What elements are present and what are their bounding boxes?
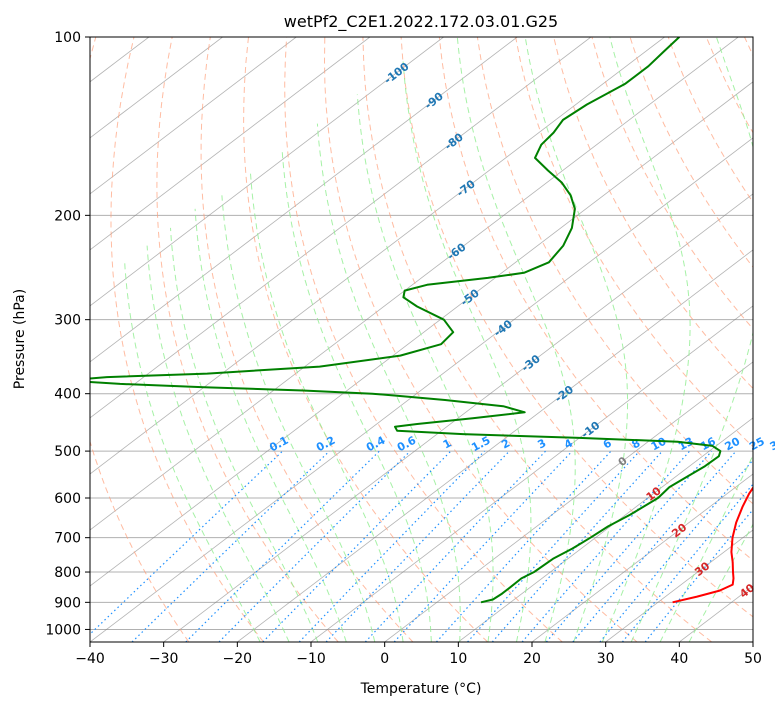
mixing-ratio-lines (90, 450, 753, 642)
x-tick-label: 50 (744, 651, 762, 667)
isotherm-line (90, 37, 592, 419)
mixing-ratio-label: 16 (698, 434, 718, 453)
isotherm-line (237, 249, 753, 642)
x-tick-label: −40 (75, 651, 105, 667)
isotherm-line (384, 361, 753, 642)
moist-adiabat (146, 245, 290, 642)
moist-adiabat (281, 149, 432, 642)
adiabat-lines (90, 37, 753, 642)
dry-adiabat (362, 37, 713, 642)
moist-adiabat (630, 37, 753, 642)
isotherm-line (90, 37, 739, 531)
isotherm-line (605, 529, 753, 642)
y-tick-label: 100 (54, 30, 81, 46)
mixing-ratio-label: 13 (676, 435, 696, 454)
moist-adiabat (456, 37, 576, 642)
mixing-ratio-line (131, 450, 330, 642)
y-tick-label: 600 (54, 491, 81, 507)
y-tick-label: 500 (54, 444, 81, 460)
dry-adiabat (90, 37, 190, 642)
y-tick-label: 900 (54, 595, 81, 611)
plot-grid (90, 37, 753, 642)
y-tick-label: 200 (54, 208, 81, 224)
x-tick-label: 0 (380, 651, 389, 667)
mixing-ratio-line (435, 450, 612, 642)
dry-adiabat (200, 37, 414, 642)
dry-adiabat (438, 37, 753, 562)
x-tick-label: 30 (597, 651, 615, 667)
moist-adiabat (194, 208, 347, 642)
isotherm-line (90, 37, 665, 475)
mixing-ratio-line (644, 508, 753, 642)
mixing-ratio-line (393, 450, 573, 642)
moist-adiabat (124, 262, 261, 642)
x-tick-label: −10 (296, 651, 326, 667)
mixing-ratio-label: 30 (768, 435, 775, 454)
mixing-ratio-label: 20 (723, 435, 743, 454)
mixing-ratio-line (491, 450, 663, 642)
moist-adiabat (316, 123, 461, 642)
mixing-ratio-line (298, 450, 486, 642)
moist-adiabat (170, 227, 319, 642)
isotherm-line (90, 37, 297, 195)
chart-title: wetPf2_C2E1.2022.172.03.01.G25 (284, 12, 558, 32)
moist-adiabat (250, 173, 404, 642)
mixing-ratio-line (325, 450, 510, 642)
plot-frame (89, 36, 754, 643)
dry-adiabat (284, 37, 563, 642)
moist-adiabat (659, 454, 753, 642)
sounding-profiles (90, 37, 753, 604)
dry-adiabat (515, 37, 753, 448)
isotherm-line (531, 473, 753, 642)
axes: −40 −30 −20 −10 0 10 20 30 40 50 100 200 300 400 500 60… (45, 30, 762, 667)
isotherm-line (90, 37, 371, 251)
isotherm-line (163, 193, 753, 642)
x-tick-label: −20 (223, 651, 253, 667)
moist-adiabat (601, 37, 691, 642)
y-tick-label: 300 (54, 313, 81, 329)
mixing-ratio-label: 25 (747, 435, 767, 454)
mixing-ratio-label: 10 (649, 435, 669, 454)
temperature-profile (672, 486, 753, 604)
dewpoint-profile (90, 37, 722, 604)
mixing-ratio-line (364, 450, 547, 642)
mixing-ratio-line (572, 450, 737, 642)
moist-adiabat (221, 195, 376, 642)
isotherm-line (90, 81, 753, 587)
mixing-ratio-line (262, 450, 452, 642)
dry-adiabat (323, 37, 638, 642)
moist-adiabat (688, 523, 753, 642)
dry-adiabat (243, 37, 488, 642)
y-axis-label: Pressure (hPa) (12, 289, 28, 389)
x-tick-label: 40 (670, 651, 688, 667)
x-tick-label: −30 (149, 651, 179, 667)
x-tick-label: 20 (523, 651, 541, 667)
y-tick-label: 800 (54, 565, 81, 581)
y-tick-label: 400 (54, 387, 81, 403)
mixing-ratio-line (545, 450, 713, 642)
x-tick-label: 10 (449, 651, 467, 667)
y-tick-label: 1000 (45, 622, 81, 638)
isotherm-line (90, 37, 518, 363)
x-axis-label: Temperature (°C) (360, 681, 482, 697)
isotherm-line (458, 417, 753, 642)
isotherm-line (90, 37, 444, 307)
mixing-ratio-line (467, 450, 641, 642)
mixing-ratio-line (90, 450, 284, 635)
dry-adiabat (110, 37, 264, 642)
moist-adiabat (524, 37, 629, 642)
dry-adiabat (476, 37, 753, 505)
y-tick-label: 700 (54, 531, 81, 547)
